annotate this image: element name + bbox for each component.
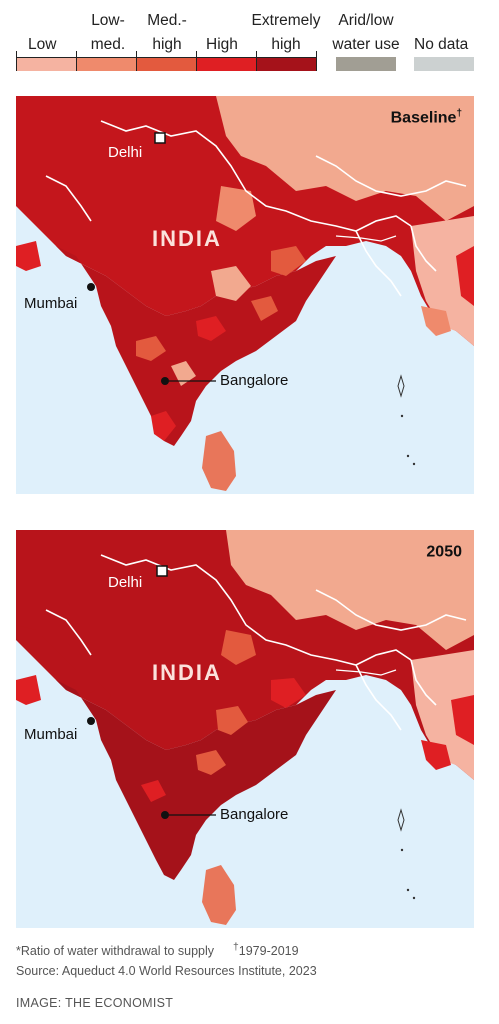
country-label-india: INDIA bbox=[152, 226, 222, 251]
mumbai-marker-baseline bbox=[87, 283, 95, 291]
legend-tick bbox=[196, 51, 197, 71]
legend-label-no-data: No data bbox=[414, 36, 469, 53]
footnote-ratio: *Ratio of water withdrawal to supply bbox=[16, 944, 215, 959]
legend-tick bbox=[76, 51, 77, 71]
footnote-period: 1979-2019 bbox=[238, 944, 299, 959]
city-label-mumbai: Mumbai bbox=[24, 726, 78, 743]
legend-swatch-no-data bbox=[414, 57, 474, 71]
source-text: Source: Aqueduct 4.0 World Resources Ins… bbox=[16, 964, 317, 978]
map-title-2050: 2050 bbox=[426, 543, 462, 561]
india-map-2050 bbox=[16, 530, 474, 928]
legend-tick bbox=[316, 51, 317, 71]
bangalore-marker-baseline bbox=[161, 377, 169, 385]
legend-swatch-med-high bbox=[136, 57, 196, 71]
legend-tick bbox=[256, 51, 257, 71]
legend-swatch-low-med bbox=[76, 57, 136, 71]
legend-swatch-high bbox=[196, 57, 256, 71]
city-label-mumbai: Mumbai bbox=[24, 295, 78, 312]
legend-swatch-low bbox=[16, 57, 76, 71]
city-label-bangalore: Bangalore bbox=[220, 806, 289, 823]
footnote-mark: † bbox=[232, 942, 239, 953]
delhi-marker-2050 bbox=[156, 565, 168, 577]
map-baseline: Baseline† Delhi INDIA Mumbai Bangalore bbox=[16, 96, 474, 494]
map-2050: 2050 Delhi INDIA Mumbai Bangalore bbox=[16, 530, 474, 928]
legend-tick bbox=[16, 51, 17, 71]
legend-label-low-med: Low- med. bbox=[90, 12, 126, 53]
bangalore-marker-2050 bbox=[161, 811, 169, 819]
legend-swatch-extremely-high bbox=[256, 57, 316, 71]
delhi-marker-baseline bbox=[154, 132, 166, 144]
legend-label-extremely-high: Extremely high bbox=[251, 12, 321, 53]
city-label-delhi: Delhi bbox=[108, 144, 143, 161]
legend-swatch-arid bbox=[336, 57, 396, 71]
india-map-baseline bbox=[16, 96, 474, 494]
legend-label-low: Low bbox=[28, 36, 57, 53]
image-credit: IMAGE: THE ECONOMIST bbox=[16, 996, 174, 1010]
legend-label-med-high: Med.- high bbox=[147, 12, 187, 53]
legend: Low Low- med. Med.- high High Extremely … bbox=[0, 0, 499, 80]
map-title-baseline: Baseline† bbox=[390, 108, 462, 127]
legend-label-arid: Arid/low water use bbox=[332, 12, 400, 53]
city-label-delhi: Delhi bbox=[108, 574, 143, 591]
city-label-bangalore: Bangalore bbox=[220, 372, 289, 389]
country-label-india: INDIA bbox=[152, 660, 222, 685]
mumbai-marker-2050 bbox=[87, 717, 95, 725]
legend-label-high: High bbox=[206, 36, 238, 53]
legend-axis-line bbox=[16, 57, 316, 58]
footnote: *Ratio of water withdrawal to supply †19… bbox=[16, 942, 299, 958]
legend-tick bbox=[136, 51, 137, 71]
